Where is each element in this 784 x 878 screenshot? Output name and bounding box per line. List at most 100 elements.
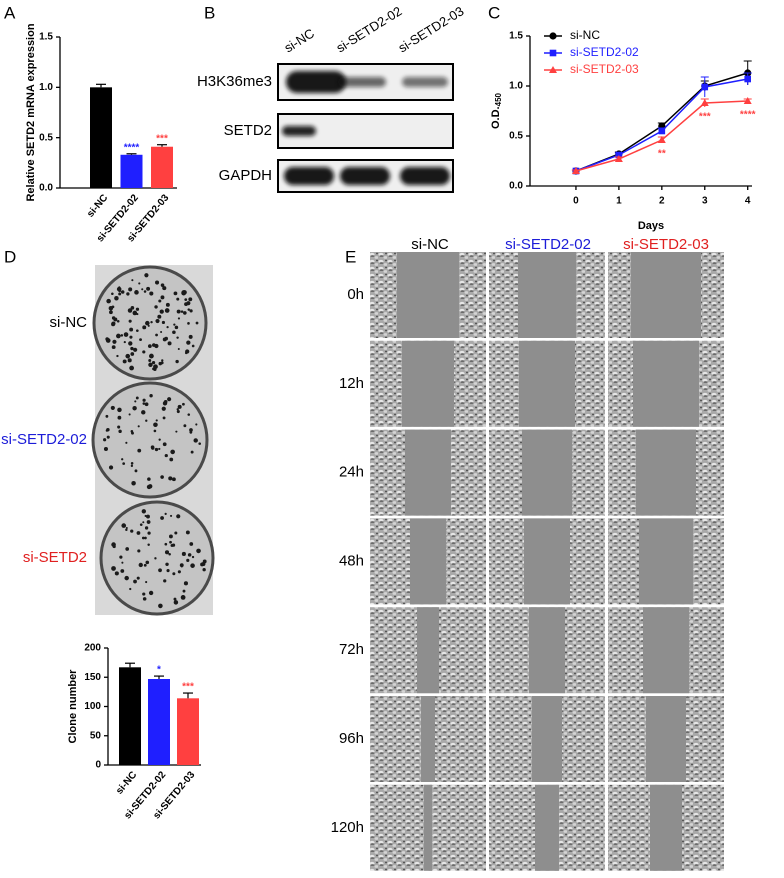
colony: [158, 299, 162, 303]
colony: [124, 575, 129, 581]
colony: [122, 462, 126, 465]
colony: [105, 429, 109, 432]
colony: [130, 306, 135, 310]
colony: [202, 568, 206, 572]
colony: [132, 310, 138, 316]
x-tick-label: 2: [659, 196, 665, 207]
colony: [148, 359, 152, 363]
colony: [131, 480, 136, 486]
colony: [116, 333, 121, 339]
colony: [166, 326, 169, 329]
colony: [111, 305, 115, 309]
colony: [130, 346, 134, 351]
lane-label: si-SETD2-03: [395, 3, 466, 55]
colony: [181, 290, 187, 296]
colony: [146, 286, 151, 291]
colony: [135, 396, 139, 400]
colony: [146, 520, 151, 524]
y-tick-label: 50: [90, 730, 102, 741]
colony: [183, 581, 188, 586]
colony: [130, 462, 134, 465]
plate-label: si-SETD2-02: [1, 431, 87, 448]
colony: [185, 530, 190, 535]
colony: [168, 476, 173, 481]
scratch-gap: [631, 252, 701, 338]
scratch-gap: [518, 252, 576, 338]
panel-letter: A: [4, 3, 16, 22]
colony: [147, 324, 150, 327]
scratch-gap: [519, 340, 575, 427]
legend-label: si-NC: [570, 28, 600, 42]
colony: [160, 516, 164, 520]
colony: [131, 279, 134, 282]
colony: [177, 317, 181, 320]
colony: [150, 445, 155, 450]
colony: [114, 296, 119, 301]
scratch-gap: [639, 518, 693, 605]
y-tick-label: 0.5: [39, 132, 53, 143]
blot-band: [286, 71, 346, 93]
significance-label: ***: [699, 112, 711, 123]
colony: [146, 484, 152, 490]
colony: [154, 305, 158, 309]
colony: [173, 600, 179, 605]
colony: [121, 523, 127, 528]
colony: [155, 318, 160, 324]
scratch-gap: [646, 696, 686, 782]
bar: [177, 698, 199, 765]
colony: [195, 321, 199, 325]
colony: [134, 469, 138, 473]
colony: [182, 589, 186, 593]
colony: [135, 307, 140, 311]
y-tick-label: 1.5: [39, 32, 53, 43]
scratch-gap: [529, 607, 565, 694]
colony: [171, 543, 176, 547]
colony: [117, 415, 122, 420]
colony: [170, 449, 175, 455]
colony: [129, 365, 135, 371]
colony: [116, 354, 119, 358]
colony: [151, 361, 156, 365]
y-axis-label: Clone number: [67, 669, 79, 744]
marker: [549, 49, 557, 57]
blot-band: [340, 167, 390, 185]
y-tick-label: 0: [95, 760, 101, 771]
colony: [148, 362, 153, 368]
colony: [158, 447, 161, 451]
colony: [183, 311, 187, 315]
colony: [198, 442, 201, 445]
marker: [700, 99, 709, 106]
colony: [190, 563, 195, 568]
scratch-gap: [636, 429, 696, 516]
colony: [130, 352, 135, 356]
colony: [110, 405, 115, 410]
y-axis-label-subscript: 450: [494, 92, 503, 106]
colony: [182, 402, 185, 406]
marker: [614, 155, 623, 162]
colony: [189, 309, 193, 313]
colony: [155, 280, 160, 285]
colony: [187, 308, 191, 311]
colony: [122, 359, 127, 364]
colony: [103, 446, 108, 452]
blot-band: [284, 167, 334, 185]
colony: [143, 563, 147, 567]
colony: [142, 398, 146, 402]
colony: [114, 571, 119, 576]
colony: [111, 566, 116, 571]
colony: [132, 406, 137, 411]
colony: [158, 438, 161, 441]
colony: [144, 273, 149, 278]
colony: [164, 512, 167, 516]
marker: [744, 75, 752, 83]
colony: [141, 509, 147, 514]
significance-label: ***: [182, 682, 194, 693]
colony: [178, 404, 182, 408]
colony: [111, 322, 116, 327]
colony: [166, 569, 170, 573]
colony: [125, 441, 128, 444]
colony: [142, 521, 145, 524]
y-tick-label: 0.0: [39, 183, 53, 194]
colony: [164, 550, 170, 555]
panel-letter: E: [345, 247, 356, 266]
